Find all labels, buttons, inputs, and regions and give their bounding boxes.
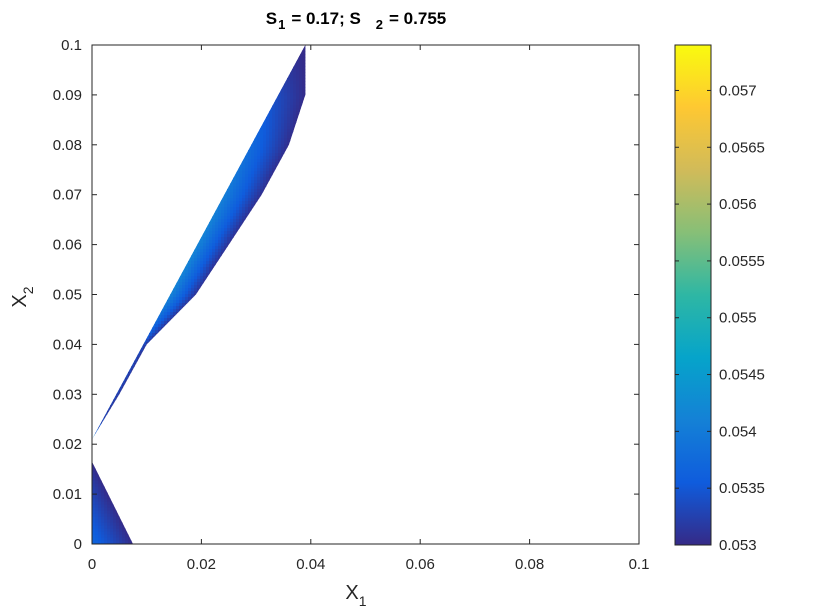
- y-axis-label-main: X: [9, 294, 31, 307]
- colorbar-tick-label: 0.0535: [719, 480, 765, 497]
- x-tick-label: 0.04: [296, 556, 325, 573]
- y-tick-label: 0.09: [53, 87, 82, 104]
- x-tick-label: 0.1: [629, 556, 650, 573]
- x-tick-label: 0.08: [515, 556, 544, 573]
- y-tick-label: 0.07: [53, 187, 82, 204]
- colorbar-tick-label: 0.0555: [719, 253, 765, 270]
- x-tick-label: 0.02: [187, 556, 216, 573]
- y-tick-label: 0.1: [61, 37, 82, 54]
- title-s2-subscript: 2: [376, 17, 383, 32]
- y-tick-label: 0.02: [53, 436, 82, 453]
- plot-area: [91, 44, 640, 545]
- y-tick-label: 0.08: [53, 137, 82, 154]
- y-tick-label: 0.03: [53, 386, 82, 403]
- colorbar-tick-label: 0.0545: [719, 367, 765, 384]
- y-axis-label: X2: [9, 286, 36, 307]
- colorbar-ticks: 0.053 0.0535 0.054 0.0545 0.055 0.0555 0.056 0.…: [675, 82, 765, 554]
- colorbar-tick-label: 0.053: [719, 537, 757, 554]
- x-axis-label: X1: [345, 582, 366, 609]
- x-axis-label-subscript: 1: [359, 593, 367, 609]
- y-tick-label: 0.05: [53, 287, 82, 304]
- colorbar-frame: [674, 44, 712, 546]
- colorbar: 0.053 0.0535 0.054 0.0545 0.055 0.0555 0.056 0.…: [674, 44, 765, 554]
- colorbar-tick-label: 0.054: [719, 423, 757, 440]
- title-s1-value: = 0.17; S: [291, 9, 360, 28]
- title-s1-subscript: 1: [278, 17, 285, 32]
- x-tick-label: 0.06: [406, 556, 435, 573]
- x-tick-label: 0: [88, 556, 96, 573]
- y-tick-labels: 0 0.01 0.02 0.03 0.04 0.05 0.06 0.07 0.08 0.09 0.1: [53, 37, 82, 553]
- chart-title: S1 = 0.17; S 2 = 0.755: [266, 9, 446, 32]
- colorbar-gradient: [675, 45, 711, 545]
- colorbar-tick-label: 0.055: [719, 310, 757, 327]
- colorbar-tick-label: 0.0565: [719, 139, 765, 156]
- y-tick-label: 0.01: [53, 486, 82, 503]
- y-tick-label: 0.04: [53, 336, 82, 353]
- y-tick-label: 0: [74, 536, 82, 553]
- colorbar-tick-label: 0.057: [719, 82, 757, 99]
- y-tick-label: 0.06: [53, 237, 82, 254]
- plot-frame: [91, 44, 640, 545]
- title-s1-label: S: [266, 9, 277, 28]
- x-tick-labels: 0 0.02 0.04 0.06 0.08 0.1: [88, 556, 650, 573]
- y-axis-label-subscript: 2: [20, 286, 36, 294]
- x-axis-label-main: X: [345, 582, 358, 604]
- colorbar-tick-label: 0.056: [719, 196, 757, 213]
- title-s2-value: = 0.755: [389, 9, 446, 28]
